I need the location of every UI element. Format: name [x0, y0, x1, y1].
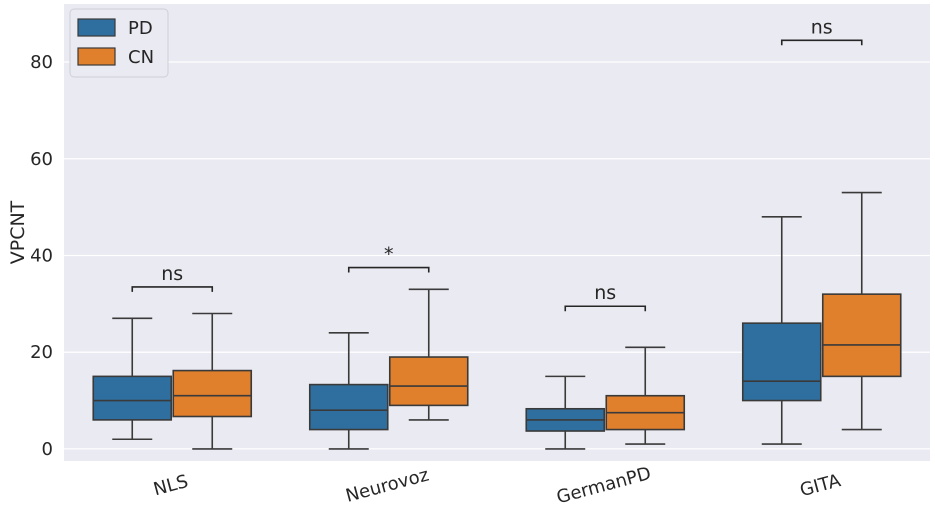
box-cn-nls [172, 312, 253, 450]
significance-nls: ns [131, 263, 214, 292]
significance-bracket [780, 39, 863, 46]
y-tick-label: 40 [30, 245, 53, 266]
box-pd-neurovoz [308, 332, 389, 450]
significance-germanpd: ns [564, 282, 647, 312]
x-tick-label: NLS [151, 471, 190, 500]
box-iqr [821, 293, 902, 378]
box-pd-nls [92, 317, 173, 441]
y-axis-label: VPCNT [7, 200, 29, 264]
box-iqr [172, 369, 253, 418]
y-tick-label: 20 [30, 342, 53, 363]
significance-bracket [564, 305, 647, 312]
x-tick-label: GITA [798, 470, 844, 501]
significance-neurovoz: * [347, 244, 430, 273]
box-pd-gita [741, 215, 822, 445]
significance-label: ns [811, 16, 833, 38]
legend-label-pd: PD [128, 18, 153, 39]
legend-swatch-cn [77, 47, 116, 66]
box-iqr [741, 322, 822, 402]
x-tick-label: GermanPD [554, 463, 653, 508]
significance-label: * [384, 244, 394, 266]
box-cn-germanpd [605, 346, 686, 445]
legend: PD CN [69, 8, 169, 78]
y-tick-label: 60 [30, 149, 53, 170]
box-iqr [308, 383, 389, 431]
legend-label-cn: CN [128, 47, 154, 68]
y-tick-label: 0 [42, 439, 53, 460]
box-iqr [388, 356, 469, 407]
y-tick-label: 80 [30, 52, 53, 73]
significance-label: ns [594, 282, 616, 304]
significance-bracket [131, 286, 214, 292]
box-cn-gita [821, 191, 902, 431]
x-tick-label: Neurovoz [344, 465, 432, 507]
significance-label: ns [161, 263, 183, 285]
significance-gita: ns [780, 16, 863, 46]
legend-swatch-pd [77, 18, 116, 37]
box-iqr [92, 375, 173, 421]
box-cn-neurovoz [388, 288, 469, 421]
significance-bracket [347, 266, 430, 273]
box-pd-germanpd [525, 375, 606, 450]
